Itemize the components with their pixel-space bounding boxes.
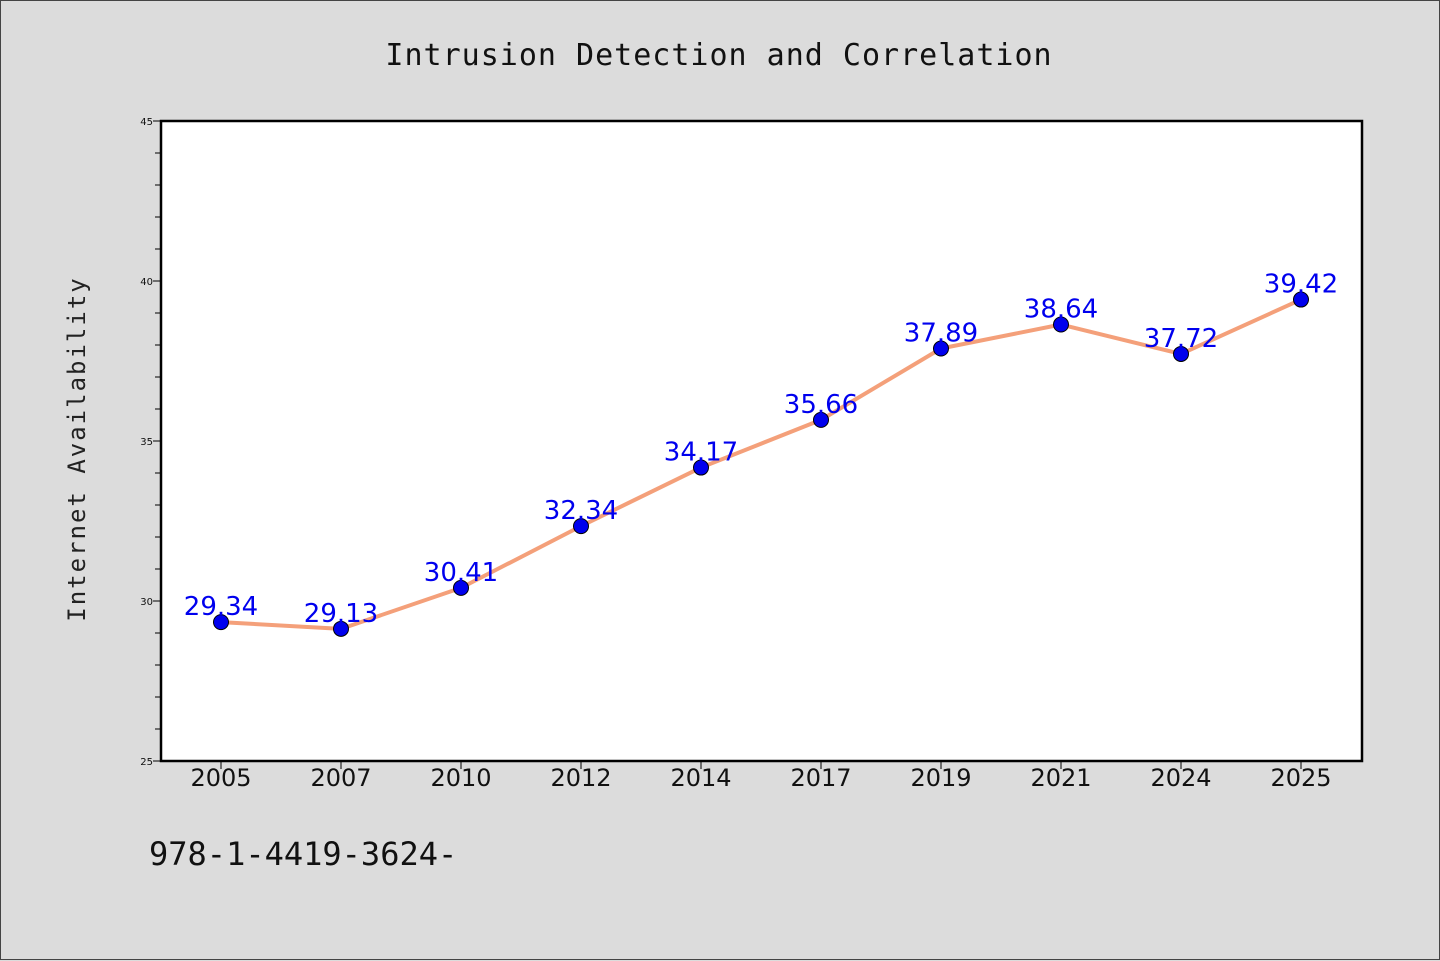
y-axis-label: Internet Availability (63, 276, 91, 621)
y-tick-label: 35 (140, 437, 153, 448)
plot-area (161, 121, 1362, 761)
data-label: 39.42 (1264, 270, 1338, 300)
data-label: 34.17 (664, 438, 738, 468)
x-tick-label: 2005 (190, 764, 251, 792)
data-point (1293, 291, 1309, 308)
x-tick-label: 2021 (1030, 764, 1091, 792)
series-line (220, 297, 1302, 631)
data-label: 29.34 (184, 592, 258, 622)
x-tick-label: 2019 (910, 764, 971, 792)
data-point (1173, 345, 1189, 362)
y-tick-label: 40 (140, 277, 153, 288)
data-label: 32.34 (544, 496, 618, 526)
data-point (693, 459, 709, 476)
x-tick-label: 2025 (1270, 764, 1331, 792)
data-label: 29.13 (304, 599, 378, 629)
data-label: 37.89 (904, 319, 978, 349)
data-point (933, 340, 949, 357)
x-tick-label: 2010 (430, 764, 491, 792)
data-label: 35.66 (784, 390, 858, 420)
data-markers (213, 291, 1309, 637)
data-label: 37.72 (1144, 324, 1218, 354)
data-point (1053, 316, 1069, 333)
footer-code: 978-1-4419-3624- (149, 835, 457, 873)
series-line-group (220, 297, 1302, 631)
x-tick-label: 2007 (310, 764, 371, 792)
x-tick-label: 2014 (670, 764, 731, 792)
data-label: 30.41 (424, 558, 498, 588)
y-axis-ticks: 25 30 35 40 45 (140, 117, 161, 768)
data-labels: 29.34 29.13 30.41 32.34 34.17 35.66 37.89 38.64… (184, 270, 1338, 629)
data-point (213, 614, 229, 631)
chart-title: Intrusion Detection and Correlation (385, 38, 1052, 73)
x-tick-label: 2024 (1150, 764, 1211, 792)
x-axis-ticks: 2005 2007 2010 2012 2014 2017 2019 2021 2024 2025 (190, 761, 1332, 792)
x-tick-label: 2017 (790, 764, 851, 792)
x-tick-label: 2012 (550, 764, 611, 792)
data-label: 38.64 (1024, 295, 1098, 325)
plot-border (159, 119, 1364, 763)
data-point (453, 579, 469, 596)
data-point (333, 620, 349, 637)
y-tick-label: 30 (140, 597, 153, 608)
data-point (573, 518, 589, 535)
data-point (813, 411, 829, 428)
y-tick-label: 25 (140, 757, 153, 768)
y-tick-label: 45 (140, 117, 153, 128)
